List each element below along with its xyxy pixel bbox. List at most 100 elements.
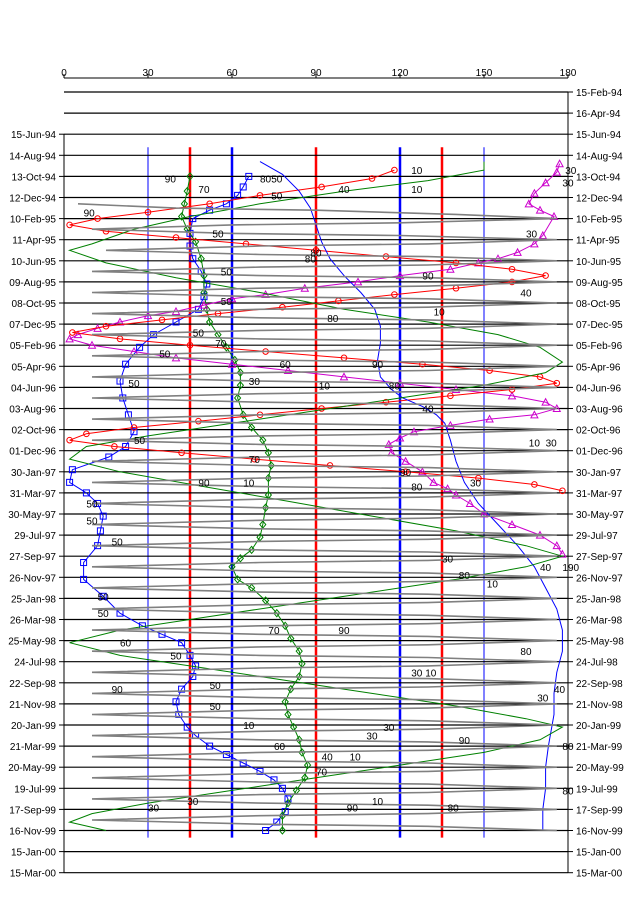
data-point-triangle bbox=[227, 359, 237, 368]
data-point-circle bbox=[172, 234, 180, 241]
data-point-circle bbox=[318, 183, 325, 191]
data-point-triangle bbox=[418, 467, 427, 476]
data-point-triangle bbox=[283, 365, 293, 375]
right-tick-label: 10-Jun-95 bbox=[576, 257, 621, 268]
data-point-triangle bbox=[395, 433, 405, 442]
data-point-diamond bbox=[236, 381, 245, 390]
left-tick-label: 02-Oct-96 bbox=[12, 426, 57, 437]
data-annotation: 50 bbox=[170, 651, 182, 662]
data-point-diamond bbox=[205, 317, 214, 327]
data-point-triangle bbox=[451, 490, 461, 499]
data-point-diamond bbox=[295, 735, 303, 745]
left-tick-label: 27-Sep-97 bbox=[9, 552, 56, 563]
data-point-circle bbox=[158, 316, 166, 324]
data-point-diamond bbox=[303, 760, 312, 770]
data-point-circle bbox=[326, 462, 334, 469]
data-annotation: 50 bbox=[221, 297, 233, 308]
data-point-square bbox=[245, 172, 253, 180]
data-point-circle bbox=[559, 487, 566, 495]
left-tick-label: 30-May-97 bbox=[8, 510, 56, 521]
left-tick-label: 13-Oct-94 bbox=[12, 172, 57, 183]
left-tick-label: 15-Jun-94 bbox=[11, 130, 56, 141]
data-annotation: 30 bbox=[537, 694, 549, 705]
left-tick-label: 14-Aug-94 bbox=[9, 151, 56, 162]
data-annotation: 190 bbox=[562, 563, 579, 574]
data-point-diamond bbox=[239, 410, 247, 420]
data-annotation: 50 bbox=[86, 516, 98, 527]
left-tick-label: 01-Dec-96 bbox=[9, 447, 56, 458]
data-point-triangle bbox=[395, 271, 405, 280]
data-annotation: 80 bbox=[305, 255, 317, 266]
data-point-square bbox=[96, 527, 104, 535]
data-point-diamond bbox=[273, 608, 281, 618]
data-point-square bbox=[82, 489, 90, 497]
data-point-circle bbox=[382, 398, 390, 406]
data-annotation: 80 bbox=[389, 381, 401, 392]
data-point-triangle bbox=[530, 239, 539, 248]
data-point-triangle bbox=[65, 334, 74, 343]
right-tick-label: 30-Jan-97 bbox=[576, 468, 621, 479]
data-annotation: 50 bbox=[193, 329, 205, 340]
right-tick-label: 15-Feb-94 bbox=[576, 88, 623, 99]
data-point-triangle bbox=[524, 199, 534, 208]
data-point-square bbox=[183, 723, 191, 731]
data-point-square bbox=[239, 183, 247, 191]
data-point-triangle bbox=[73, 330, 83, 339]
data-point-square bbox=[172, 698, 180, 706]
data-point-triangle bbox=[530, 188, 539, 197]
data-annotation: 50 bbox=[128, 379, 140, 390]
data-point-circle bbox=[312, 246, 320, 254]
data-point-diamond bbox=[267, 461, 275, 470]
data-annotation: 90 bbox=[459, 736, 471, 747]
data-annotation: 70 bbox=[268, 626, 280, 637]
data-point-diamond bbox=[295, 646, 303, 656]
data-annotation: 50 bbox=[271, 191, 283, 202]
left-tick-label: 05-Apr-96 bbox=[12, 362, 57, 373]
row-gridlines bbox=[64, 91, 568, 874]
right-tick-label: 22-Sep-98 bbox=[576, 679, 623, 690]
right-tick-label: 25-May-98 bbox=[576, 637, 624, 648]
data-annotation: 80 bbox=[310, 248, 322, 259]
data-annotation: 10 bbox=[350, 753, 362, 764]
right-tick-label: 01-Dec-96 bbox=[576, 447, 623, 458]
data-point-triangle bbox=[199, 300, 209, 309]
data-annotation: 30 bbox=[442, 554, 454, 565]
data-point-circle bbox=[102, 322, 110, 330]
data-annotation: 90 bbox=[347, 803, 359, 814]
left-tick-label: 25-Jan-98 bbox=[11, 594, 56, 605]
data-point-diamond bbox=[247, 423, 256, 432]
data-annotation: 10 bbox=[529, 438, 541, 449]
left-tick-label: 10-Feb-95 bbox=[10, 215, 57, 226]
data-point-triangle bbox=[549, 211, 559, 220]
x-tick-label: 0 bbox=[61, 68, 67, 79]
data-point-circle bbox=[508, 265, 516, 273]
left-tick-label: 15-Mar-00 bbox=[10, 869, 57, 880]
data-annotation: 50 bbox=[86, 499, 98, 510]
data-annotation: 70 bbox=[198, 185, 210, 196]
data-point-diamond bbox=[186, 172, 194, 181]
data-point-triangle bbox=[507, 519, 517, 529]
right-tick-label: 24-Jul-98 bbox=[576, 658, 618, 669]
data-point-square bbox=[122, 360, 130, 368]
right-tick-label: 04-Jun-96 bbox=[576, 383, 621, 394]
data-point-square bbox=[278, 784, 286, 792]
data-point-diamond bbox=[287, 634, 295, 643]
data-point-triangle bbox=[384, 439, 394, 448]
data-point-triangle bbox=[227, 294, 237, 303]
data-point-square bbox=[99, 512, 107, 520]
data-point-circle bbox=[66, 436, 73, 444]
data-annotation: 40 bbox=[540, 563, 552, 574]
data-annotation: 30 bbox=[526, 229, 538, 240]
data-annotation: 60 bbox=[274, 742, 286, 753]
right-tick-label: 07-Dec-95 bbox=[576, 320, 623, 331]
left-tick-label: 12-Dec-94 bbox=[9, 194, 56, 205]
data-point-triangle bbox=[446, 264, 455, 273]
data-point-circle bbox=[94, 215, 101, 222]
data-point-circle bbox=[178, 449, 185, 457]
data-point-square bbox=[186, 242, 194, 250]
data-point-triangle bbox=[541, 178, 550, 187]
series-line bbox=[77, 203, 557, 832]
data-point-circle bbox=[279, 303, 286, 311]
data-point-square bbox=[189, 255, 197, 263]
